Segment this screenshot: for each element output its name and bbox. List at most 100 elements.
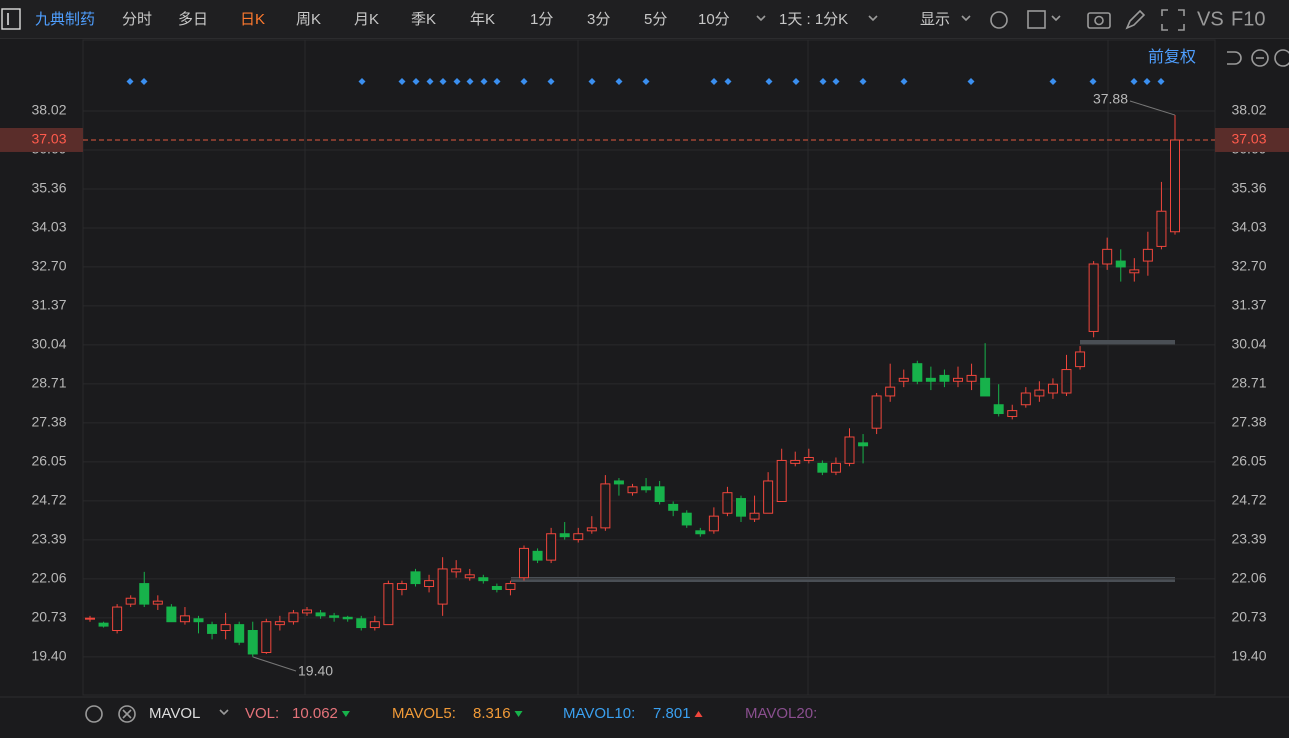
signal-marker [819,78,827,85]
candle-body [939,374,950,382]
candle-body [654,486,665,502]
candle-body [532,550,543,561]
candle-body [641,486,652,491]
candle-body [776,459,787,502]
menu-icon[interactable] [1,8,21,30]
candle-body [559,533,570,538]
candle-body [681,512,692,526]
candle-body [668,503,679,511]
y-tick-label: 19.40 [1231,648,1266,664]
box-icon[interactable] [1027,10,1046,29]
y-tick-label: 32.70 [31,258,66,274]
signal-marker [426,78,434,85]
period-tab[interactable]: 3分 [587,11,610,28]
display-menu[interactable]: 显示 [920,11,950,28]
candle-body [1075,351,1086,368]
signal-marker [832,78,840,85]
period-tab[interactable]: 年K [470,11,495,28]
candle-body [613,480,624,485]
zoom-out-icon[interactable] [1251,49,1269,67]
candle-body [749,512,760,520]
candle-body [274,621,285,626]
candle-body [112,606,123,631]
candle-body [369,621,380,629]
candle-body [546,533,557,561]
candle-body [342,616,353,620]
last-price-label: 37.03 [31,131,66,147]
indicator-label: MAVOL20: [745,705,817,722]
candle-body [451,568,462,573]
indicator-name[interactable]: MAVOL [149,705,200,722]
signal-marker [967,78,975,85]
signal-marker [615,78,623,85]
candle-body [261,621,272,653]
y-tick-label: 27.38 [1231,414,1266,430]
signal-marker [765,78,773,85]
signal-marker [792,78,800,85]
camera-icon[interactable] [1087,12,1111,29]
settings-icon[interactable] [85,705,103,723]
y-tick-label: 24.72 [1231,492,1266,508]
period-tab[interactable]: 5分 [644,11,667,28]
settings-icon[interactable] [990,11,1008,29]
signal-marker [480,78,488,85]
y-tick-label: 35.36 [1231,180,1266,196]
signal-marker [1143,78,1151,85]
candle-body [247,629,258,655]
candle-body [885,386,896,397]
signal-marker [412,78,420,85]
candle-body [396,583,407,590]
signal-marker [859,78,867,85]
vertical-grid [304,40,1109,695]
candle-body [790,459,801,464]
signal-marker [900,78,908,85]
candle-body [464,574,475,579]
signal-marker [453,78,461,85]
y-tick-label: 28.71 [31,375,66,391]
draw-icon[interactable] [1125,9,1146,30]
candle-body [478,577,489,582]
candle-body [125,597,136,605]
candle-body [1156,210,1167,247]
candle-body [830,462,841,473]
period-tab[interactable]: 多日 [178,11,208,28]
annotation-leader [1129,100,1176,116]
period-tab[interactable]: 季K [411,11,436,28]
fullscreen-icon[interactable] [1161,9,1185,31]
y-tick-label: 31.37 [1231,297,1266,313]
period-tab[interactable]: 10分 [698,11,730,28]
indicator-value: 7.801 [653,705,691,722]
y-tick-label: 34.03 [31,219,66,235]
period-tab[interactable]: 日K [240,11,265,28]
period-tab[interactable]: 月K [354,11,379,28]
period-tab[interactable]: 周K [296,11,321,28]
period-select[interactable]: 1天 : 1分K [779,11,848,28]
candle-body [871,395,882,429]
candle-body [234,624,245,643]
candle-body [1061,369,1072,394]
zoom-in-icon[interactable] [1274,49,1289,67]
period-tab[interactable]: 分时 [122,11,152,28]
indicator-label: VOL: [245,705,279,722]
annotation-leader [252,656,297,672]
trend-arrow [341,711,350,717]
reset-icon[interactable] [1227,51,1242,65]
close-icon[interactable] [118,705,136,723]
trend-arrow [694,711,703,717]
y-tick-label: 26.05 [31,453,66,469]
signal-marker [439,78,447,85]
period-tab[interactable]: 1分 [530,11,553,28]
candle-body [1129,269,1140,274]
chevron [219,709,229,716]
y-tick-label: 20.73 [31,609,66,625]
signal-marker [1089,78,1097,85]
adjust-mode[interactable]: 前复权 [1148,48,1196,66]
stock-name[interactable]: 九典制药 [35,11,95,28]
y-tick-label: 24.72 [31,492,66,508]
chevron[interactable] [756,15,766,22]
f10-button[interactable]: F10 [1231,8,1265,30]
chevron [961,15,971,22]
candle-body [288,612,299,623]
vs-button[interactable]: VS [1197,8,1224,30]
